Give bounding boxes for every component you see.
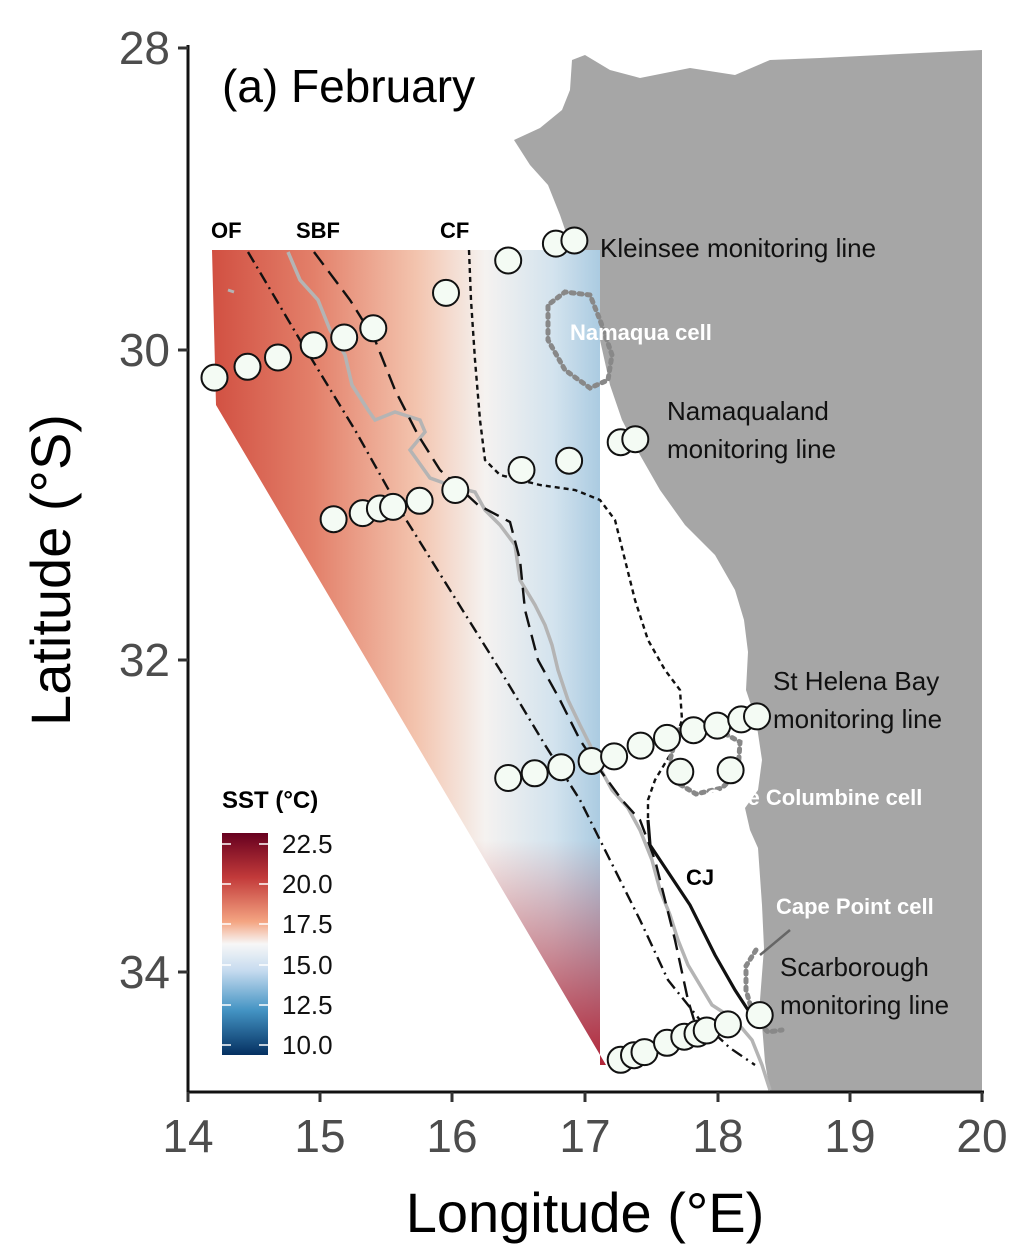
legend-tick-label: 22.5 [282,829,333,859]
legend-tick-label: 17.5 [282,909,333,939]
x-tick-label: 17 [559,1110,610,1162]
station-marker [319,505,348,534]
st-helena-line-label: St Helena Bay [773,666,939,696]
legend-tick-marks [222,843,268,1046]
front-cj-line [646,819,750,1011]
station-markers [200,226,774,1074]
x-tick-label: 18 [692,1110,743,1162]
y-axis-title: Latitude (°S) [19,414,82,726]
front-sbf-label: SBF [296,218,340,243]
namaqua-cell-label: Namaqua cell [570,320,712,345]
station-marker [547,753,576,782]
legend-tick-label: 10.0 [282,1030,333,1060]
x-tick-label: 16 [426,1110,477,1162]
station-marker [679,716,708,745]
station-marker [359,314,388,343]
cape-point-pointer [759,929,791,956]
station-marker [716,756,745,785]
station-marker [555,446,584,475]
cape-point-cell-outline [743,947,785,1035]
legend-tick-label: 15.0 [282,950,333,980]
station-marker [626,731,655,760]
namaqua-cell-outline [545,289,615,391]
front-cf-label: CF [440,218,469,243]
x-tick-label: 15 [294,1110,345,1162]
namaqualand-line-label: monitoring line [667,434,836,464]
front-of-label: OF [211,218,242,243]
panel-title: (a) February [222,60,475,112]
legend-tick-label: 20.0 [282,869,333,899]
station-marker [507,456,536,484]
legend-colorbar [222,833,268,1055]
x-tick-label: 19 [824,1110,875,1162]
scarborough-line-label: Scarborough [780,952,929,982]
station-marker [432,278,460,307]
station-marker [520,759,549,788]
st-helena-line-label: monitoring line [773,704,942,734]
legend-title: SST (°C) [222,787,318,814]
station-marker [494,764,523,792]
station-marker [745,1001,774,1030]
station-marker [600,742,629,771]
isobath-island [227,288,235,294]
namaqualand-line-label: Namaqualand [667,396,829,426]
y-tick-label: 30 [119,324,170,376]
y-tick-label: 32 [119,634,170,686]
cape-columbine-cell-label: Cape Columbine cell [706,785,922,810]
sst-legend: SST (°C) 22.5 20.0 17.5 15.0 12.5 10.0 [222,787,333,1060]
y-tick-label: 28 [119,22,170,74]
x-axis-ticks [186,1092,984,1102]
x-tick-label: 14 [162,1110,213,1162]
station-marker [379,492,408,521]
station-marker [577,747,606,775]
station-marker [330,323,359,352]
scarborough-line-label: monitoring line [780,990,949,1020]
kleinsee-line-label: Kleinsee monitoring line [600,233,876,263]
station-marker [441,476,470,504]
station-marker [621,425,650,454]
station-marker [653,723,681,752]
y-tick-label: 34 [119,946,170,998]
station-marker [264,343,292,372]
x-axis-title: Longitude (°E) [406,1181,765,1244]
legend-tick-label: 12.5 [282,990,333,1020]
station-marker [703,711,732,740]
front-cj-label: CJ [686,865,714,890]
station-marker [560,226,589,255]
station-marker [666,757,695,786]
x-tick-label: 20 [956,1110,1007,1162]
station-marker [743,702,771,731]
station-marker [713,1010,742,1039]
y-axis-ticks [178,46,188,974]
station-marker [299,331,328,360]
station-marker [494,246,523,275]
cape-point-cell-label: Cape Point cell [776,894,934,919]
station-marker [233,352,262,381]
front-sbf-line [313,251,702,1041]
station-marker [405,486,434,515]
land-mass [514,50,982,1092]
station-marker [200,363,229,392]
isobath-contour [286,251,772,1091]
